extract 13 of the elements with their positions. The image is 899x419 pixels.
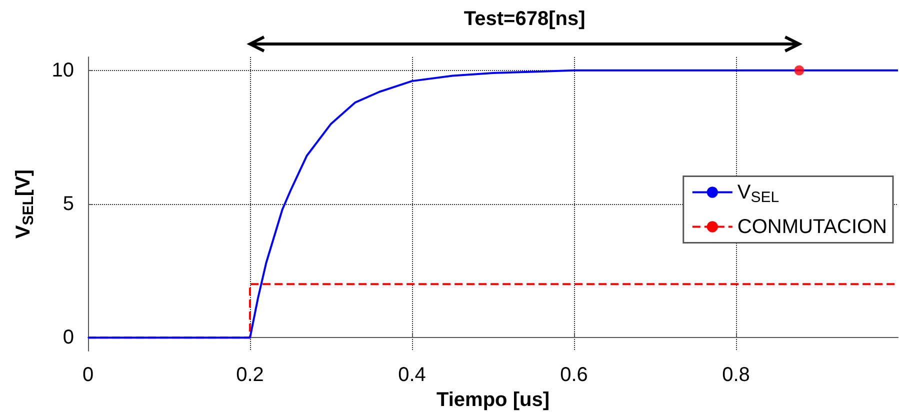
y-tick-label: 10 (52, 59, 74, 82)
y-tick-label: 5 (62, 193, 74, 215)
y-tick-label: 0 (62, 326, 74, 349)
x-tick-label: 0 (82, 364, 94, 386)
x-tick-label: 0.2 (236, 364, 264, 386)
legend-label: CONMUTACION (737, 216, 888, 238)
x-tick-label: 0.8 (722, 364, 750, 386)
line-series (87, 69, 899, 339)
text: Test=678[ns] (462, 8, 586, 31)
x-axis-title: Tiempo [us] (436, 388, 550, 411)
x-tick-label: 0.6 (560, 364, 588, 386)
y-axis-title: VSEL[V] (12, 169, 37, 239)
x-tick-label: 0.4 (398, 364, 426, 386)
